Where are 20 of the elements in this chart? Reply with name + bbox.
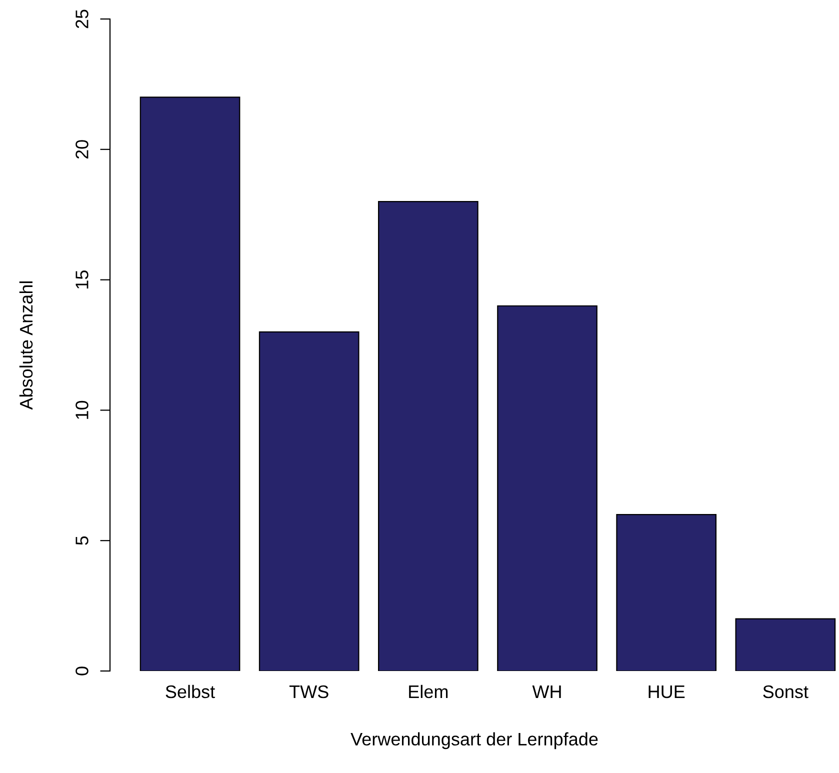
y-tick-label: 5 (76, 536, 88, 545)
y-tick-label: 20 (76, 140, 88, 159)
bar (378, 201, 478, 671)
y-axis-title: Absolute Anzahl (19, 281, 33, 410)
bar (735, 618, 836, 671)
x-tick-label: Selbst (166, 684, 215, 698)
x-tick-label: WH (532, 686, 561, 698)
y-tick-label: 25 (76, 10, 88, 28)
bar (258, 331, 360, 671)
x-axis-title: Verwendungsart der Lernpfade (350, 732, 598, 750)
y-tick-label: 15 (76, 270, 88, 288)
x-tick-label: Sonst (763, 685, 808, 698)
x-tick-label: HUE (648, 686, 685, 698)
bar (140, 96, 240, 671)
x-tick-label: Elem (409, 684, 448, 698)
x-tick-label: TWS (289, 685, 328, 698)
y-tick-label: 10 (76, 400, 88, 419)
bar (616, 514, 717, 671)
y-tick-label: 0 (76, 666, 88, 676)
bar (497, 305, 598, 671)
